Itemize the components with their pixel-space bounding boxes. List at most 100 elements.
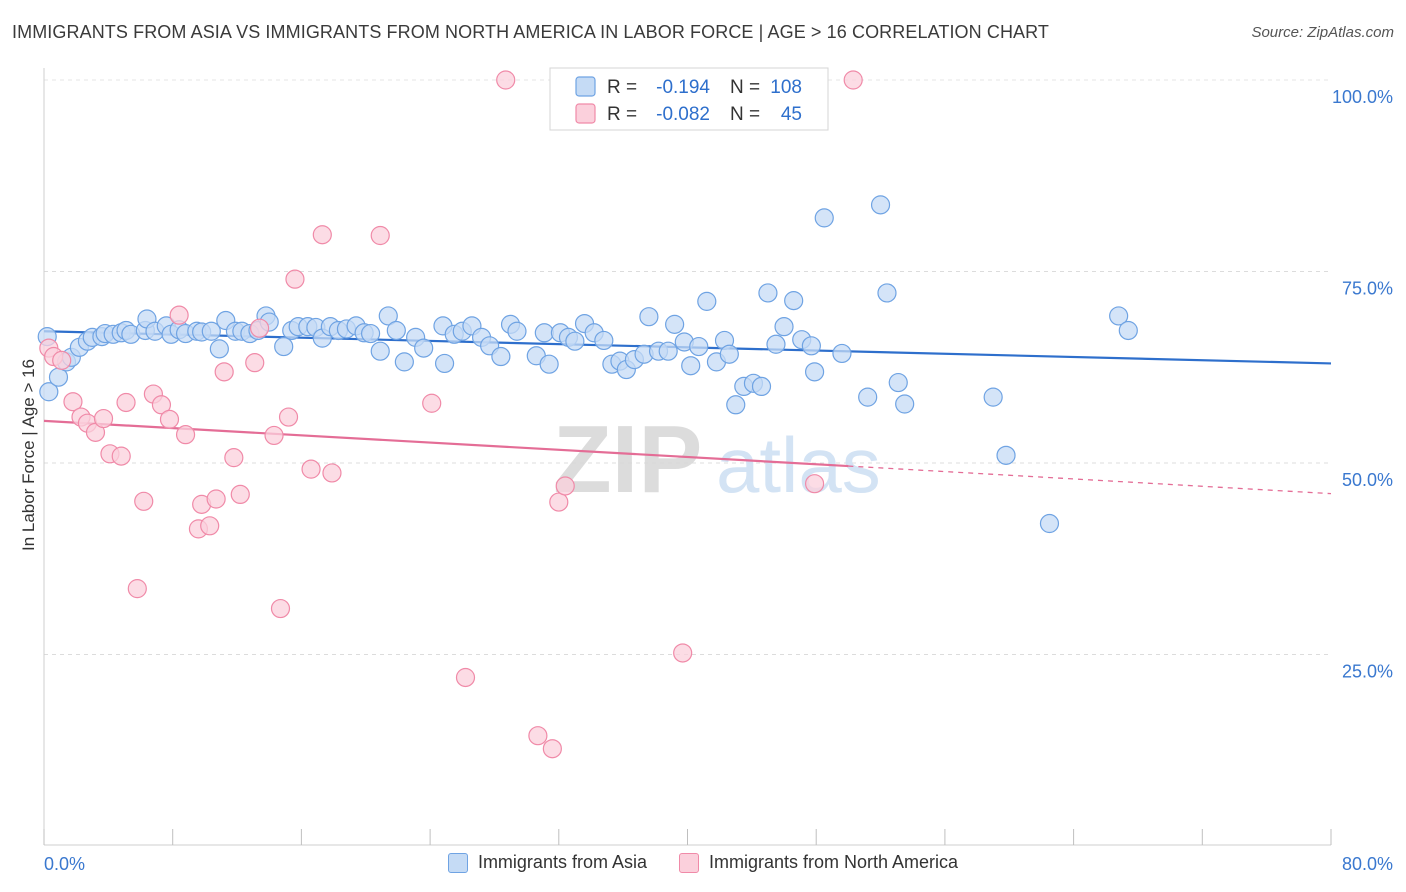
point-asia bbox=[665, 314, 685, 334]
point-asia bbox=[491, 346, 511, 367]
point-asia bbox=[414, 338, 434, 358]
trend-line-north-america bbox=[43, 419, 849, 468]
point-north-america bbox=[127, 579, 147, 599]
point-asia bbox=[726, 395, 746, 415]
point-asia bbox=[1109, 306, 1129, 326]
point-north-america bbox=[169, 305, 189, 325]
point-asia bbox=[201, 321, 221, 341]
source-label: Source: ZipAtlas.com bbox=[1251, 24, 1394, 41]
chart-title: IMMIGRANTS FROM ASIA VS IMMIGRANTS FROM … bbox=[12, 22, 1050, 42]
point-north-america bbox=[151, 395, 172, 415]
point-north-america bbox=[542, 739, 562, 759]
point-north-america bbox=[312, 225, 332, 245]
point-north-america bbox=[804, 474, 825, 494]
y-tick-label: 100.0% bbox=[1332, 87, 1393, 107]
point-north-america bbox=[301, 459, 321, 479]
watermark: ZIP atlas bbox=[553, 406, 881, 513]
point-asia bbox=[983, 387, 1003, 407]
point-asia bbox=[507, 321, 527, 341]
point-asia bbox=[888, 372, 908, 393]
series-legend: Immigrants from Asia Immigrants from Nor… bbox=[0, 852, 1406, 873]
point-north-america bbox=[63, 392, 83, 412]
point-asia bbox=[1039, 513, 1060, 534]
point-north-america bbox=[843, 70, 863, 90]
point-north-america bbox=[134, 491, 154, 511]
point-asia bbox=[689, 336, 709, 357]
point-north-america bbox=[52, 350, 72, 370]
point-asia bbox=[719, 344, 739, 364]
point-north-america bbox=[673, 643, 693, 663]
point-north-america bbox=[111, 446, 131, 466]
point-asia bbox=[784, 291, 804, 311]
legend-item-north-america[interactable]: Immigrants from North America bbox=[678, 852, 959, 873]
point-asia bbox=[814, 208, 834, 228]
stats-legend-box bbox=[549, 67, 829, 131]
legend-swatch-asia bbox=[447, 852, 468, 873]
legend-label-north-america: Immigrants from North America bbox=[708, 852, 959, 872]
point-asia bbox=[274, 336, 294, 357]
stats-n-label-1: N = bbox=[730, 77, 760, 98]
point-north-america bbox=[249, 318, 270, 338]
point-north-america bbox=[230, 484, 250, 505]
point-asia bbox=[565, 331, 585, 351]
point-asia bbox=[386, 320, 406, 341]
point-asia bbox=[832, 343, 852, 364]
point-asia bbox=[774, 317, 794, 337]
point-north-america bbox=[206, 489, 226, 509]
stats-n-value-2: 45 bbox=[781, 104, 802, 125]
point-north-america bbox=[322, 463, 342, 483]
axes bbox=[43, 68, 1332, 846]
legend-item-asia[interactable]: Immigrants from Asia bbox=[447, 852, 647, 873]
stats-swatch-asia bbox=[575, 76, 596, 97]
watermark-atlas: atlas bbox=[716, 421, 881, 509]
point-asia bbox=[996, 445, 1016, 465]
point-asia bbox=[1118, 320, 1138, 341]
point-asia bbox=[758, 283, 778, 303]
legend-swatch-north-america bbox=[678, 852, 699, 873]
point-asia bbox=[658, 341, 678, 361]
point-north-america bbox=[264, 425, 284, 446]
point-north-america bbox=[116, 392, 136, 413]
stats-n-value-1: 108 bbox=[770, 77, 802, 98]
point-north-america bbox=[93, 408, 114, 429]
y-axis-label: In Labor Force | Age > 16 bbox=[19, 359, 38, 551]
point-north-america bbox=[175, 425, 196, 445]
point-asia bbox=[370, 341, 390, 361]
data-points bbox=[37, 70, 1138, 759]
point-north-america bbox=[224, 448, 244, 468]
point-north-america bbox=[370, 225, 390, 246]
point-north-america bbox=[555, 476, 575, 496]
trend-extension-north-america bbox=[848, 465, 1332, 495]
point-asia bbox=[434, 353, 455, 374]
y-tick-label: 75.0% bbox=[1342, 279, 1393, 299]
point-asia bbox=[895, 394, 915, 414]
y-tick-label: 50.0% bbox=[1342, 470, 1393, 490]
stats-n-label-2: N = bbox=[730, 104, 760, 125]
watermark-zip: ZIP bbox=[553, 406, 702, 513]
point-asia bbox=[209, 339, 229, 359]
point-north-america bbox=[528, 726, 548, 746]
point-asia bbox=[39, 382, 59, 402]
point-north-america bbox=[159, 409, 180, 429]
point-north-america bbox=[270, 598, 291, 619]
point-asia bbox=[534, 323, 554, 343]
point-asia bbox=[804, 362, 825, 382]
point-north-america bbox=[245, 353, 265, 373]
point-north-america bbox=[285, 269, 305, 289]
stats-r-value-1: -0.194 bbox=[656, 77, 710, 98]
point-north-america bbox=[549, 492, 569, 512]
stats-r-label-1: R = bbox=[607, 77, 637, 98]
point-asia bbox=[394, 352, 414, 372]
point-asia bbox=[681, 356, 701, 376]
point-north-america bbox=[214, 362, 234, 382]
point-asia bbox=[858, 387, 878, 407]
point-asia bbox=[594, 330, 614, 351]
x-tick-label: 80.0% bbox=[1342, 854, 1393, 874]
point-asia bbox=[639, 307, 659, 327]
stats-legend: R = -0.194 N = 108 R = -0.082 N = 45 bbox=[549, 67, 829, 131]
point-asia bbox=[378, 306, 398, 326]
point-north-america bbox=[200, 516, 220, 536]
point-asia bbox=[870, 195, 891, 215]
point-asia bbox=[751, 376, 772, 396]
